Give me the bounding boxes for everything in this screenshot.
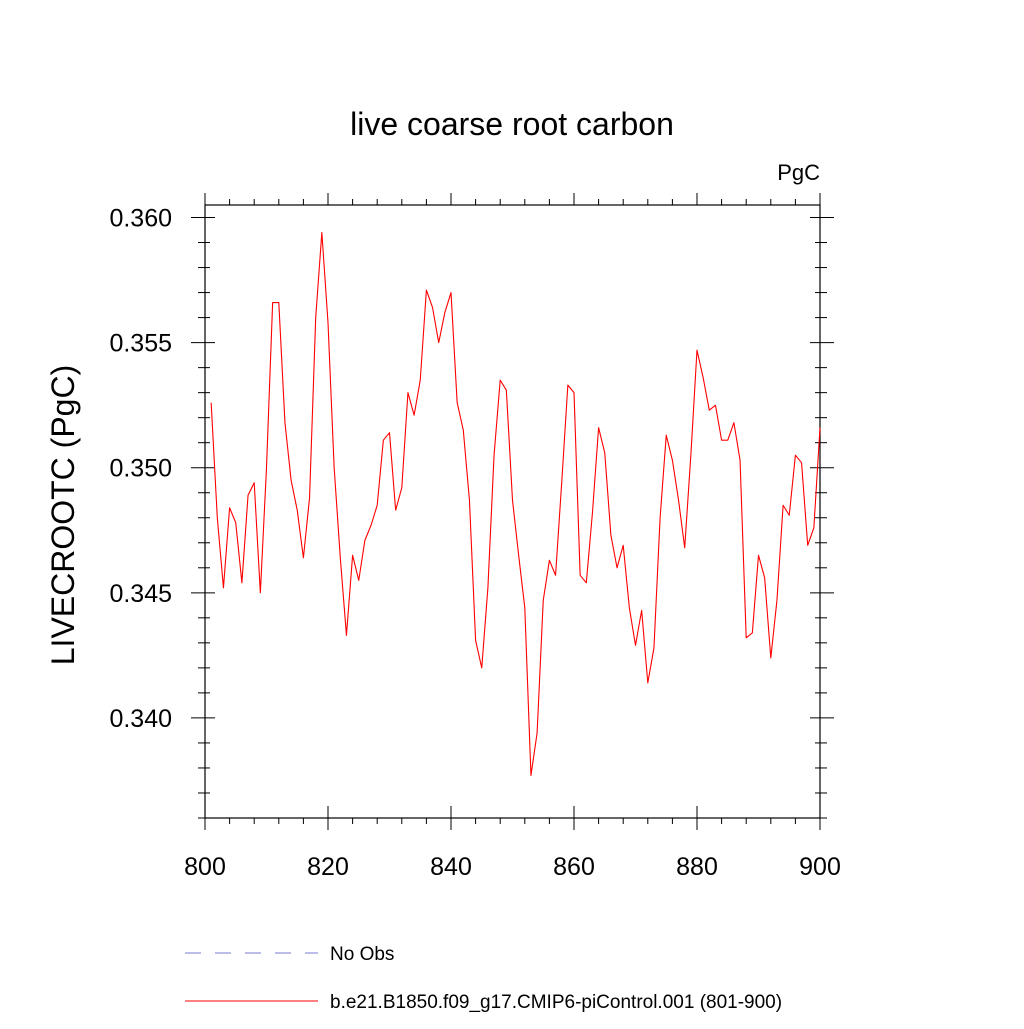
legend: No Obs b.e21.B1850.f09_g17.CMIP6-piContr…: [185, 944, 782, 1013]
chart-title: live coarse root carbon: [350, 106, 674, 142]
legend-label-no-obs: No Obs: [330, 944, 394, 965]
x-tick-label: 900: [799, 853, 841, 881]
legend-label-model-run: b.e21.B1850.f09_g17.CMIP6-piControl.001 …: [330, 992, 782, 1013]
x-tick-label: 800: [184, 853, 226, 881]
minor-ticks: [198, 199, 827, 824]
series-line: [210, 231, 821, 777]
y-axis: 0.340 0.345 0.350 0.355 0.360: [109, 205, 834, 733]
y-tick-label: 0.355: [109, 330, 172, 358]
y-tick-label: 0.345: [109, 580, 172, 608]
y-axis-label: LIVECROOTC (PgC): [45, 365, 81, 665]
series-layer: [210, 231, 821, 777]
x-tick-label: 840: [430, 853, 472, 881]
x-tick-label: 880: [676, 853, 718, 881]
units-label: PgC: [777, 160, 820, 185]
plot-frame: [204, 204, 821, 819]
x-axis: 800 820 840 860 880 900: [184, 193, 841, 881]
x-tick-label: 860: [553, 853, 595, 881]
x-tick-label: 820: [307, 853, 349, 881]
y-tick-label: 0.350: [109, 455, 172, 483]
y-tick-label: 0.340: [109, 705, 172, 733]
y-tick-label: 0.360: [109, 205, 172, 233]
